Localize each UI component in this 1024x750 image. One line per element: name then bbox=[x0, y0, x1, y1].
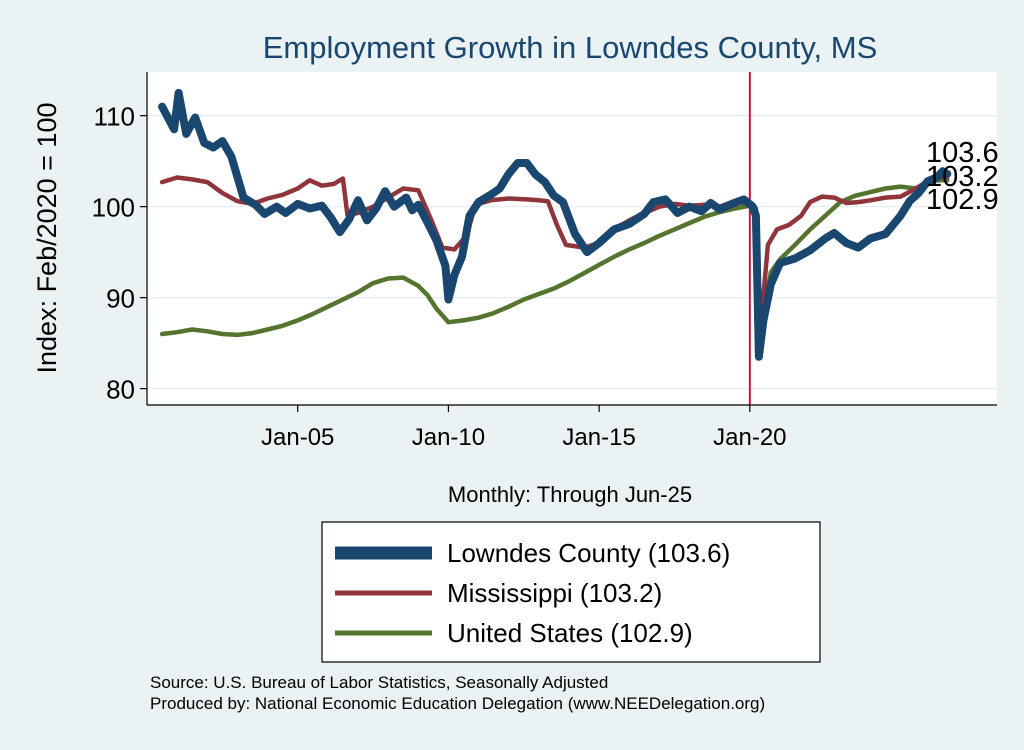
end-label-mississippi: 103.2 bbox=[926, 161, 999, 193]
producer-note: Produced by: National Economic Education… bbox=[150, 694, 765, 713]
axis-ticks: 80 90 100 110 Jan-05 Jan-10 Jan-15 Jan-20 bbox=[92, 102, 787, 451]
legend: Lowndes County (103.6) Mississippi (103.2… bbox=[335, 538, 730, 648]
x-tick-label: Jan-10 bbox=[412, 424, 485, 451]
y-tick-label: 100 bbox=[92, 193, 135, 223]
series-line-lowndes-county bbox=[158, 88, 952, 361]
source-note: Source: U.S. Bureau of Labor Statistics,… bbox=[150, 673, 608, 692]
y-axis-label: Index: Feb/2020 = 100 bbox=[32, 103, 62, 374]
plot-area bbox=[147, 72, 997, 405]
x-tick-label: Jan-20 bbox=[713, 424, 786, 451]
series-line-mississippi bbox=[159, 175, 950, 332]
legend-label: United States (102.9) bbox=[447, 618, 693, 648]
y-tick-label: 80 bbox=[106, 375, 135, 405]
end-label-united-states: 102.9 bbox=[926, 184, 999, 216]
x-axis-label: Monthly: Through Jun-25 bbox=[448, 482, 692, 507]
legend-label: Lowndes County (103.6) bbox=[447, 538, 730, 568]
x-tick-label: Jan-15 bbox=[562, 424, 635, 451]
x-tick-label: Jan-05 bbox=[261, 424, 334, 451]
y-tick-label: 90 bbox=[106, 284, 135, 314]
chart-title: Employment Growth in Lowndes County, MS bbox=[263, 30, 878, 65]
series-line-united-states bbox=[159, 178, 950, 341]
end-label-lowndes-county: 103.6 bbox=[926, 137, 999, 169]
y-tick-label: 110 bbox=[94, 102, 135, 132]
series-lines bbox=[158, 88, 952, 361]
legend-label: Mississippi (103.2) bbox=[447, 578, 662, 608]
